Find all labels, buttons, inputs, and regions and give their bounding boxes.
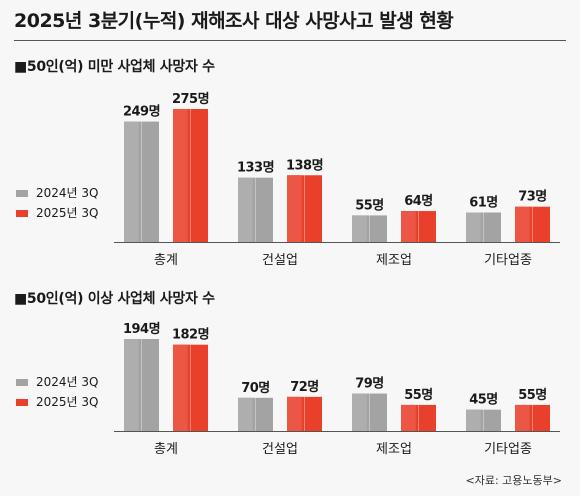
data-label: 275명 (172, 91, 209, 107)
bar-2024-총계 (124, 339, 159, 431)
category-label: 기타업종 (484, 253, 532, 268)
category-label: 총계 (154, 253, 178, 268)
legend-label: 2024년 3Q (36, 375, 98, 389)
bar-2025-기타업종 (515, 206, 550, 242)
bar-2025-건설업 (287, 396, 322, 431)
category-label: 제조업 (376, 253, 412, 268)
data-label: 70명 (241, 380, 270, 396)
category-label: 총계 (154, 442, 178, 457)
legend-label: 2024년 3Q (36, 186, 98, 200)
category-label: 제조업 (376, 442, 412, 457)
category-label: 건설업 (262, 442, 298, 457)
legend-swatch (16, 210, 28, 217)
bar-2025-총계 (173, 109, 208, 242)
data-label: 64명 (404, 193, 433, 209)
bar-2024-제조업 (352, 393, 387, 431)
category-label: 건설업 (262, 253, 298, 268)
bar-2025-총계 (173, 344, 208, 431)
panel-2-title: ■50인(억) 이상 사업체 사망자 수 (14, 291, 215, 307)
legend-swatch (16, 190, 28, 197)
category-label: 기타업종 (484, 442, 532, 457)
data-label: 182명 (172, 327, 209, 343)
data-label: 45명 (469, 392, 498, 408)
data-label: 138명 (286, 157, 323, 173)
bar-2025-기타업종 (515, 404, 550, 431)
data-label: 55명 (355, 197, 384, 213)
data-label: 55명 (404, 387, 433, 403)
bar-2025-제조업 (401, 211, 436, 242)
bar-2024-기타업종 (466, 212, 501, 242)
data-label: 72명 (290, 379, 319, 395)
legend-label: 2025년 3Q (36, 395, 98, 409)
legend-swatch (16, 399, 28, 406)
chart-title: 2025년 3분기(누적) 재해조사 대상 사망사고 발생 현황 (14, 10, 454, 32)
legend-label: 2025년 3Q (36, 206, 98, 220)
source-note: <자료: 고용노동부> (465, 474, 562, 487)
legend-swatch (16, 379, 28, 386)
panel-1-title: ■50인(억) 미만 사업체 사망자 수 (14, 59, 215, 75)
bar-2024-건설업 (238, 397, 273, 431)
bar-2024-총계 (124, 121, 159, 242)
data-label: 73명 (518, 189, 547, 205)
bar-2025-건설업 (287, 175, 322, 242)
bar-2024-제조업 (352, 215, 387, 242)
data-label: 249명 (123, 104, 160, 120)
data-label: 194명 (123, 321, 160, 337)
bar-2024-건설업 (238, 177, 273, 242)
bar-2024-기타업종 (466, 409, 501, 431)
data-label: 79명 (355, 376, 384, 392)
data-label: 133명 (237, 160, 274, 176)
title-divider (14, 40, 566, 41)
data-label: 55명 (518, 387, 547, 403)
bar-2025-제조업 (401, 404, 436, 431)
data-label: 61명 (469, 194, 498, 210)
